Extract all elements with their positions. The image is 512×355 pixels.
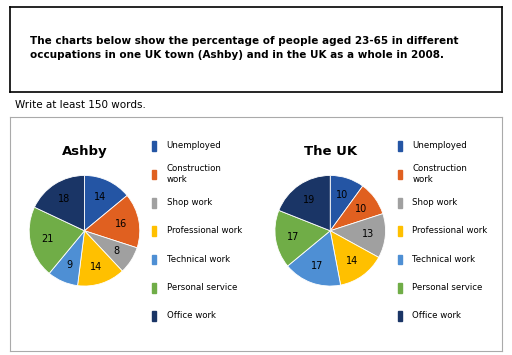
Bar [398, 255, 402, 264]
Text: Technical work: Technical work [166, 255, 229, 263]
Bar [398, 170, 402, 179]
Bar [152, 283, 156, 293]
Text: 17: 17 [311, 261, 324, 271]
Bar [398, 141, 402, 151]
Wedge shape [84, 231, 137, 271]
Title: Ashby: Ashby [61, 145, 108, 158]
Bar [152, 311, 156, 321]
Wedge shape [77, 231, 122, 286]
Text: 13: 13 [361, 229, 374, 239]
Text: 14: 14 [346, 256, 358, 266]
Text: 9: 9 [67, 260, 73, 270]
Wedge shape [29, 207, 84, 273]
Text: Shop work: Shop work [166, 198, 212, 207]
Text: 14: 14 [90, 262, 102, 272]
Text: 17: 17 [287, 231, 300, 242]
Text: 16: 16 [115, 219, 127, 229]
Text: Unemployed: Unemployed [166, 141, 221, 150]
Wedge shape [279, 175, 330, 231]
Bar [152, 255, 156, 264]
Bar [152, 170, 156, 179]
Bar [398, 283, 402, 293]
Text: 18: 18 [58, 194, 71, 204]
Text: Write at least 150 words.: Write at least 150 words. [15, 100, 146, 110]
Wedge shape [34, 175, 84, 231]
Title: The UK: The UK [304, 145, 357, 158]
Text: The charts below show the percentage of people aged 23-65 in different
occupatio: The charts below show the percentage of … [30, 36, 458, 60]
Wedge shape [288, 231, 340, 286]
Text: Unemployed: Unemployed [412, 141, 467, 150]
Text: Office work: Office work [166, 311, 216, 320]
Text: Personal service: Personal service [166, 283, 237, 292]
Bar [398, 311, 402, 321]
Bar [398, 226, 402, 236]
Text: 21: 21 [41, 234, 54, 244]
Text: Professional work: Professional work [166, 226, 242, 235]
Wedge shape [275, 211, 330, 266]
Wedge shape [84, 196, 140, 248]
Text: Technical work: Technical work [412, 255, 475, 263]
Text: Office work: Office work [412, 311, 461, 320]
Wedge shape [330, 214, 386, 257]
Wedge shape [84, 175, 127, 231]
Text: Personal service: Personal service [412, 283, 483, 292]
Wedge shape [49, 231, 84, 286]
Text: 10: 10 [336, 190, 348, 200]
Text: 19: 19 [303, 195, 315, 204]
Text: Construction
work: Construction work [166, 164, 221, 184]
Text: Shop work: Shop work [412, 198, 458, 207]
Text: 14: 14 [94, 192, 106, 202]
Bar [152, 141, 156, 151]
Text: Professional work: Professional work [412, 226, 487, 235]
Bar [152, 226, 156, 236]
Bar [398, 198, 402, 208]
Text: 10: 10 [354, 204, 367, 214]
Wedge shape [330, 231, 379, 285]
Wedge shape [330, 186, 383, 231]
Wedge shape [330, 175, 362, 231]
Text: Construction
work: Construction work [412, 164, 467, 184]
Text: 8: 8 [113, 246, 119, 256]
Bar [152, 198, 156, 208]
